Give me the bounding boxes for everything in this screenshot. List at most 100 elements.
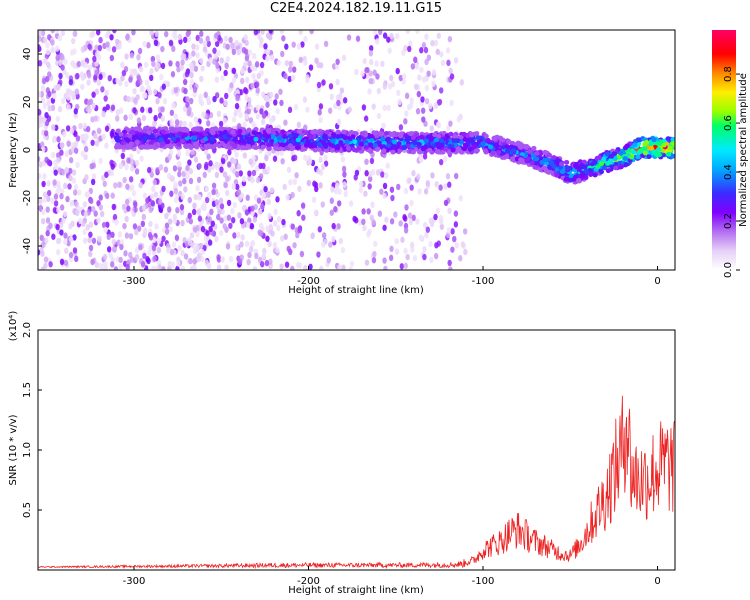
spectrogram-ridge-cell xyxy=(213,126,219,132)
spectrogram-noise-cell xyxy=(395,32,400,40)
spectrogram-noise-cell xyxy=(80,46,86,53)
spectrogram-noise-cell xyxy=(58,72,63,80)
spectrogram-noise-cell xyxy=(68,167,73,175)
spectrogram-noise-cell xyxy=(109,170,115,177)
spectrogram-ridge-cell xyxy=(459,139,465,145)
spectrogram-ridge-cell xyxy=(237,128,243,134)
spectrogram-noise-cell xyxy=(142,192,148,199)
spectrogram-noise-cell xyxy=(335,58,340,65)
spectrogram-ridge-cell xyxy=(186,143,192,149)
spectrogram-noise-cell xyxy=(202,171,207,179)
spectrogram-noise-cell xyxy=(193,156,199,163)
spectrogram-noise-cell xyxy=(399,263,404,270)
spectrogram-noise-cell xyxy=(153,191,159,198)
spectrogram-noise-cell xyxy=(38,155,41,163)
spectrogram-noise-cell xyxy=(139,86,144,93)
spectrogram-noise-cell xyxy=(244,55,250,62)
spectrogram-ridge-cell xyxy=(421,145,428,151)
spectrogram-noise-cell xyxy=(387,47,392,54)
spectrogram-noise-cell xyxy=(223,181,228,189)
spectrogram-noise-cell xyxy=(348,266,353,270)
spectrogram-noise-cell xyxy=(389,74,394,82)
spectrogram-ridge-cell xyxy=(648,146,655,151)
spectrogram-noise-cell xyxy=(448,120,453,127)
spectrogram-noise-cell xyxy=(104,125,110,132)
spectrogram-noise-cell xyxy=(136,53,141,61)
snr-y-multiplier-label: (x10⁴) xyxy=(8,311,19,342)
spectrogram-noise-cell xyxy=(183,87,188,95)
spectrogram-noise-cell xyxy=(69,127,75,135)
spectrogram-noise-cell xyxy=(231,67,237,75)
spectrogram-ridge-cell xyxy=(133,134,139,139)
spectrogram-noise-cell xyxy=(296,43,302,50)
spectrogram-noise-cell xyxy=(300,41,305,48)
spectrogram-noise-cell xyxy=(348,200,354,207)
spectrogram-noise-cell xyxy=(447,181,452,188)
spectrogram-noise-cell xyxy=(430,172,435,179)
spectrogram-noise-cell xyxy=(159,73,164,81)
spectrogram-noise-cell xyxy=(227,161,232,168)
spectrogram-noise-cell xyxy=(183,186,188,193)
spectrogram-ridge-cell xyxy=(347,136,353,142)
spectrogram-noise-cell xyxy=(185,96,190,103)
spectrogram-noise-cell xyxy=(76,60,82,68)
spectrogram-noise-cell xyxy=(40,141,45,148)
spectrogram-noise-cell xyxy=(89,163,94,170)
spectrogram-noise-cell xyxy=(363,115,369,122)
spectrogram-noise-cell xyxy=(375,169,381,176)
spectrogram-noise-cell xyxy=(438,214,444,222)
spectrogram-ridge-cell xyxy=(396,141,402,147)
spectrogram-noise-cell xyxy=(68,79,74,86)
spectrogram-ridge-cell xyxy=(527,149,533,154)
spectrogram-noise-cell xyxy=(56,248,61,256)
spectrogram-ridge-cell xyxy=(490,150,496,156)
spectrogram-noise-cell xyxy=(446,227,451,234)
spectrogram-noise-cell xyxy=(389,218,395,225)
spectrogram-noise-cell xyxy=(113,266,119,270)
spectrogram-ridge-cell xyxy=(598,169,605,175)
spectrogram-noise-cell xyxy=(296,210,301,217)
spectrogram-ridge-cell xyxy=(269,138,275,144)
spectrogram-noise-cell xyxy=(101,174,106,182)
spectrogram-noise-cell xyxy=(94,44,99,51)
spectrogram-noise-cell xyxy=(253,30,259,36)
spectrogram-ridge-cell xyxy=(564,165,571,171)
spectrogram-noise-cell xyxy=(323,154,328,161)
spectrogram-noise-cell xyxy=(386,36,391,43)
spectrogram-noise-cell xyxy=(162,97,168,105)
spectrogram-noise-cell xyxy=(275,196,280,203)
spectrogram-noise-cell xyxy=(436,32,442,40)
spectrogram-noise-cell xyxy=(38,30,42,37)
spectrogram-ridge-cell xyxy=(622,156,628,161)
spectrogram-noise-cell xyxy=(389,32,394,40)
spectrogram-noise-cell xyxy=(185,101,190,108)
spectrogram-noise-cell xyxy=(384,216,389,223)
spectrogram-noise-cell xyxy=(323,238,328,246)
spectrogram-noise-cell xyxy=(61,169,66,176)
spectrogram-noise-cell xyxy=(75,161,80,169)
spectrogram-noise-cell xyxy=(143,61,149,69)
spectrogram-noise-cell xyxy=(214,76,220,83)
spectrogram-noise-cell xyxy=(287,106,293,114)
spectrogram-noise-cell xyxy=(65,195,70,203)
spectrogram-noise-cell xyxy=(433,39,439,47)
spectrogram-noise-cell xyxy=(124,215,129,223)
spectrogram-noise-cell xyxy=(105,103,111,111)
spectrogram-ridge-cell xyxy=(160,142,166,147)
spectrogram-noise-cell xyxy=(275,247,280,254)
spectrogram-noise-cell xyxy=(67,183,72,190)
spectrogram-noise-cell xyxy=(100,86,105,93)
snr-y-tick-label: 1.5 xyxy=(22,382,33,398)
spectrogram-noise-cell xyxy=(41,116,47,124)
spectrogram-noise-cell xyxy=(197,215,203,222)
spectrogram-ridge-cell xyxy=(592,172,598,178)
spectrogram-noise-cell xyxy=(290,191,295,199)
spectrogram-noise-cell xyxy=(156,238,162,245)
spectrogram-ridge-cell xyxy=(581,159,587,165)
spectrogram-noise-cell xyxy=(136,117,142,124)
spectrogram-noise-cell xyxy=(250,210,255,217)
spectrogram-noise-cell xyxy=(378,30,383,36)
spectrogram-noise-cell xyxy=(247,170,252,177)
spectrogram-noise-cell xyxy=(318,182,323,189)
spectrogram-y-tick-label: -40 xyxy=(22,238,33,254)
